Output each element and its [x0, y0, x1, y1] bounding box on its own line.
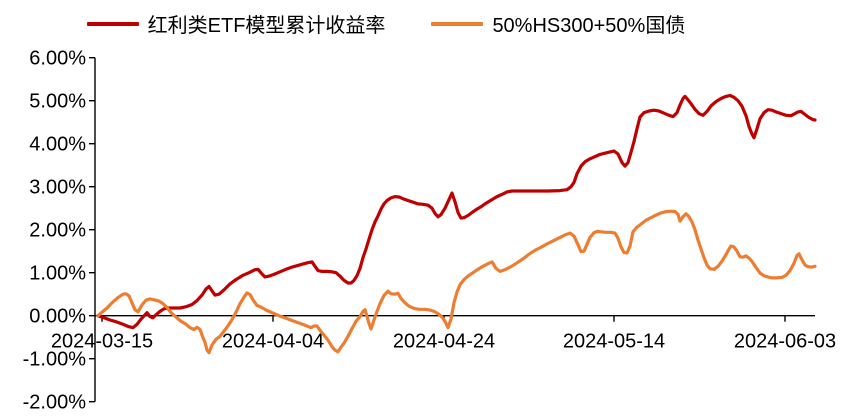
x-tick-label: 2024-04-24 [393, 331, 495, 353]
y-tick-label: 5.00% [29, 91, 86, 113]
legend-line-swatch-red [86, 21, 139, 26]
legend-item-dividend-etf-model: 红利类ETF模型累计收益率 [86, 9, 386, 38]
legend-label-dividend-etf-model: 红利类ETF模型累计收益率 [147, 15, 386, 37]
y-tick-label: 0.00% [29, 306, 86, 328]
legend-item-hs300-bond-benchmark: 50%HS300+50%国债 [431, 9, 685, 38]
series-line-hs300-bond-benchmark [96, 209, 817, 355]
y-tick-label: -1.00% [23, 349, 87, 371]
legend-line-swatch-orange [431, 21, 484, 26]
chart-legend: 红利类ETF模型累计收益率 50%HS300+50%国债 [0, 9, 812, 38]
x-tick-label: 2024-04-04 [222, 331, 324, 353]
y-tick-label: 3.00% [29, 177, 86, 199]
legend-label-hs300-bond-benchmark: 50%HS300+50%国债 [492, 15, 686, 37]
x-tick-label: 2024-06-03 [734, 331, 836, 353]
series-line-dividend-etf-model [96, 93, 817, 330]
y-tick-label: 6.00% [29, 48, 86, 70]
y-tick-label: 4.00% [29, 134, 86, 156]
y-tick-label: 2.00% [29, 220, 86, 242]
y-tick-label: 1.00% [29, 263, 86, 285]
x-tick-label: 2024-03-15 [51, 331, 153, 353]
y-tick-label: -2.00% [23, 392, 87, 414]
x-tick-label: 2024-05-14 [563, 331, 665, 353]
